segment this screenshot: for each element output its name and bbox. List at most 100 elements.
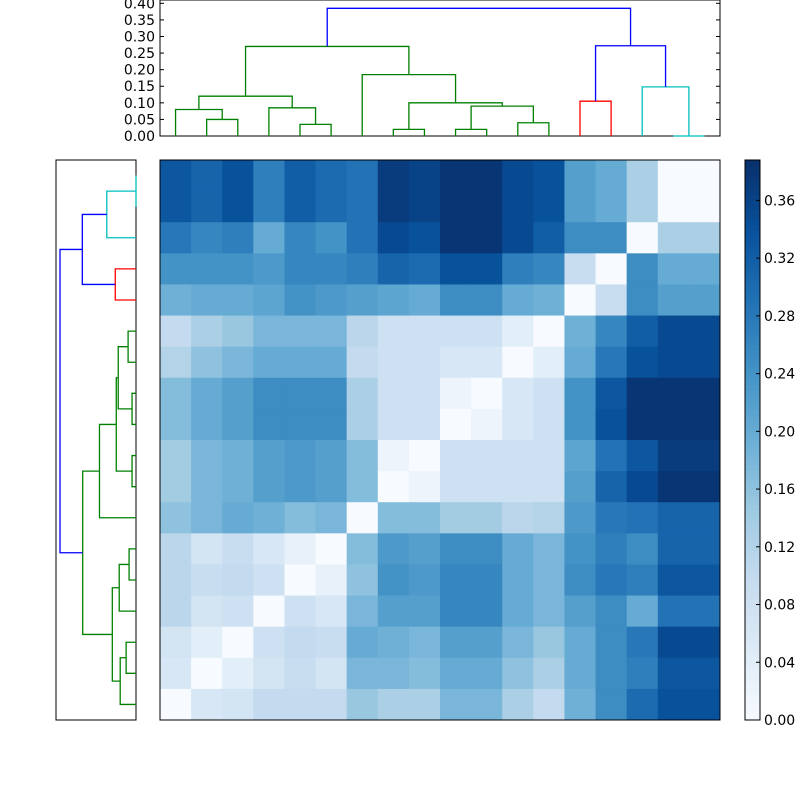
heatmap-cell xyxy=(533,626,565,659)
heatmap-cell xyxy=(377,160,410,192)
heatmap-cell xyxy=(564,502,597,534)
colorbar-segment xyxy=(745,210,760,216)
heatmap-cell xyxy=(222,191,254,223)
heatmap-cell xyxy=(222,253,254,285)
heatmap-cell xyxy=(191,408,223,441)
heatmap-cell xyxy=(564,315,597,348)
heatmap-cell xyxy=(471,564,503,597)
heatmap-cell xyxy=(284,440,317,472)
heatmap-cell xyxy=(502,564,534,597)
heatmap-cell xyxy=(564,191,597,223)
colorbar-segment xyxy=(745,395,760,401)
heatmap-cell xyxy=(284,626,317,659)
heatmap-cell xyxy=(315,471,348,503)
colorbar-segment xyxy=(745,655,760,661)
colorbar-segment xyxy=(745,315,760,321)
colorbar-segment xyxy=(745,700,760,706)
colorbar-segment xyxy=(745,625,760,631)
heatmap-cell xyxy=(408,564,441,597)
colorbar-segment xyxy=(745,200,760,206)
heatmap-cell xyxy=(657,533,690,565)
heatmap-cell xyxy=(160,315,192,348)
colorbar-segment xyxy=(745,310,760,316)
colorbar-tick-label: 0.20 xyxy=(764,424,795,440)
colorbar-segment xyxy=(745,275,760,281)
heatmap-cell xyxy=(440,346,472,379)
heatmap-cell xyxy=(253,657,285,690)
heatmap-cell xyxy=(564,626,597,659)
heatmap-cell xyxy=(626,471,659,503)
heatmap-cell xyxy=(160,377,192,410)
heatmap-cell xyxy=(191,222,223,254)
colorbar-segment xyxy=(745,500,760,506)
heatmap-cell xyxy=(657,222,690,254)
heatmap-cell xyxy=(471,408,503,441)
heatmap-cell xyxy=(160,346,192,379)
colorbar-segment xyxy=(745,670,760,676)
colorbar-tick-label: 0.04 xyxy=(764,655,795,671)
colorbar-tick-label: 0.12 xyxy=(764,540,795,556)
colorbar-segment xyxy=(745,255,760,261)
heatmap-cell xyxy=(657,191,690,223)
left-dendrogram-frame xyxy=(55,159,137,721)
heatmap-cell xyxy=(284,315,317,348)
heatmap-cell xyxy=(688,222,721,254)
dendrogram-link xyxy=(206,118,239,136)
dendrogram-link xyxy=(392,128,426,136)
heatmap-cell xyxy=(595,657,628,690)
heatmap-cell xyxy=(626,253,659,285)
dendrogram-link xyxy=(517,122,550,136)
colorbar-segment xyxy=(745,170,760,176)
heatmap-cell xyxy=(377,408,410,441)
colorbar-segment xyxy=(745,630,760,636)
heatmap-cell xyxy=(253,408,285,441)
colorbar-segment xyxy=(745,400,760,406)
dendrogram-link xyxy=(111,587,121,682)
heatmap-cell xyxy=(315,284,348,317)
heatmap-cell xyxy=(253,253,285,285)
heatmap-cell xyxy=(471,253,503,285)
colorbar-segment xyxy=(745,350,760,356)
colorbar-tick-label: 0.36 xyxy=(764,193,795,209)
colorbar-segment xyxy=(745,415,760,421)
heatmap-cell xyxy=(657,408,690,441)
heatmap-cell xyxy=(657,657,690,690)
heatmap-cell xyxy=(688,533,721,565)
heatmap-cell xyxy=(502,595,534,628)
heatmap-cell xyxy=(564,688,597,721)
heatmap-cell xyxy=(160,533,192,565)
colorbar-segment xyxy=(745,360,760,366)
heatmap-cell xyxy=(471,191,503,223)
heatmap-cell xyxy=(688,191,721,223)
colorbar-segment xyxy=(745,620,760,626)
colorbar-segment xyxy=(745,235,760,241)
y-tick-label: 0.20 xyxy=(124,63,155,79)
heatmap-cell xyxy=(253,595,285,628)
heatmap-cell xyxy=(346,533,379,565)
heatmap-cell xyxy=(315,160,348,192)
heatmap-cell xyxy=(191,471,223,503)
heatmap-cell xyxy=(408,284,441,317)
heatmap-cell xyxy=(284,160,317,192)
heatmap-cell xyxy=(688,626,721,659)
heatmap-cell xyxy=(222,564,254,597)
heatmap-cell xyxy=(564,533,597,565)
heatmap-cell xyxy=(595,160,628,192)
heatmap-cell xyxy=(657,377,690,410)
heatmap-cell xyxy=(408,502,441,534)
dendrogram-link xyxy=(131,392,136,426)
colorbar-segment xyxy=(745,195,760,201)
heatmap-cell xyxy=(346,564,379,597)
heatmap-cell xyxy=(408,657,441,690)
heatmap-cell xyxy=(657,564,690,597)
heatmap-cell xyxy=(222,222,254,254)
heatmap-cell xyxy=(315,346,348,379)
colorbar-segment xyxy=(745,530,760,536)
heatmap-cell xyxy=(626,408,659,441)
colorbar-segment xyxy=(745,665,760,671)
heatmap-cell xyxy=(191,533,223,565)
heatmap-cell xyxy=(346,471,379,503)
dendrogram-link xyxy=(125,641,136,674)
heatmap-cell xyxy=(533,160,565,192)
heatmap-cell xyxy=(160,564,192,597)
